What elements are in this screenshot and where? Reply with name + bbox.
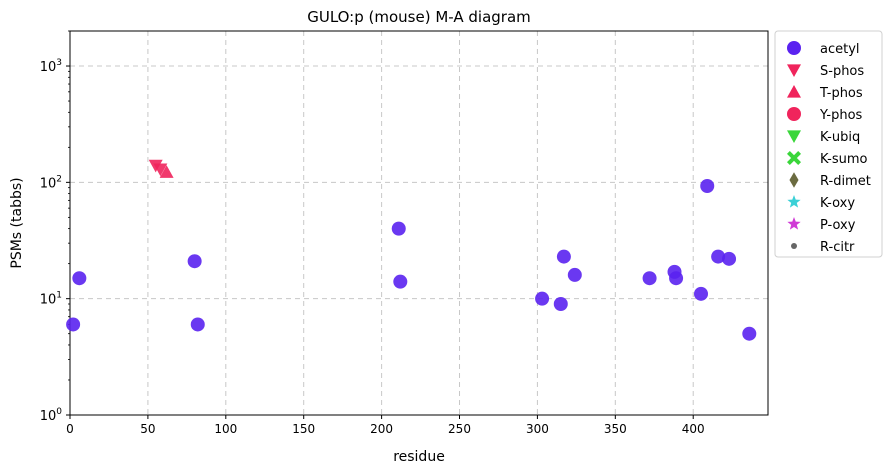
legend: acetyl S-phos T-phos Y-phos K-ubiq K-sumo R-di… <box>774 30 883 258</box>
legend-label: P-oxy <box>820 218 856 233</box>
y-axis-ticks: 100 101 102 103 <box>40 30 70 424</box>
data-point <box>711 249 726 264</box>
x-tick-label: 50 <box>140 422 155 436</box>
data-point <box>72 271 87 286</box>
x-tick-label: 150 <box>292 422 315 436</box>
y-tick-label: 101 <box>40 291 62 308</box>
data-point <box>700 179 715 194</box>
data-point <box>391 221 406 236</box>
legend-label: T-phos <box>819 86 863 101</box>
x-tick-label: 0 <box>66 422 74 436</box>
data-point <box>556 249 571 264</box>
legend-marker <box>787 64 801 77</box>
legend-label: K-oxy <box>820 196 855 211</box>
data-point <box>722 251 737 266</box>
data-point <box>669 271 684 286</box>
data-point <box>153 163 168 177</box>
legend-marker <box>786 150 802 166</box>
legend-marker <box>791 243 797 249</box>
y-tick-label: 103 <box>40 58 62 75</box>
legend-box <box>774 30 883 258</box>
plot-frame <box>69 30 769 416</box>
legend-marker <box>787 195 801 208</box>
grid-lines <box>70 31 768 415</box>
legend-label: K-sumo <box>820 152 868 167</box>
data-point <box>694 286 709 301</box>
legend-label: acetyl <box>820 42 860 57</box>
x-axis-label: residue <box>393 449 445 465</box>
data-point <box>553 296 568 311</box>
data-point <box>642 271 657 286</box>
data-point <box>159 165 174 178</box>
data-point <box>535 291 550 306</box>
data-point <box>66 317 81 332</box>
data-point <box>742 326 757 341</box>
legend-label: R-dimet <box>820 174 871 189</box>
legend-marker <box>787 217 801 230</box>
data-point <box>187 254 202 269</box>
legend-marker <box>787 130 801 143</box>
y-axis-label: PSMs (tabbs) <box>9 177 25 268</box>
x-tick-label: 350 <box>604 422 627 436</box>
data-point <box>567 267 582 282</box>
data-point <box>190 317 205 332</box>
legend-marker <box>787 85 801 98</box>
legend-marker <box>787 41 801 55</box>
legend-label: R-citr <box>820 240 855 255</box>
legend-label: K-ubiq <box>820 130 860 145</box>
data-point <box>393 274 408 289</box>
data-points <box>66 159 757 341</box>
x-axis-ticks: 0 50 100 150 200 250 300 350 400 <box>66 415 705 436</box>
x-tick-label: 400 <box>682 422 705 436</box>
legend-label: Y-phos <box>819 108 863 123</box>
x-tick-label: 200 <box>370 422 393 436</box>
legend-marker <box>787 107 801 121</box>
legend-label: S-phos <box>820 64 864 79</box>
chart-title: GULO:p (mouse) M-A diagram <box>307 8 531 26</box>
x-tick-label: 250 <box>448 422 471 436</box>
legend-marker <box>789 172 799 188</box>
x-tick-label: 300 <box>526 422 549 436</box>
x-tick-label: 100 <box>214 422 237 436</box>
y-tick-label: 102 <box>40 174 62 191</box>
y-tick-label: 100 <box>40 407 63 424</box>
